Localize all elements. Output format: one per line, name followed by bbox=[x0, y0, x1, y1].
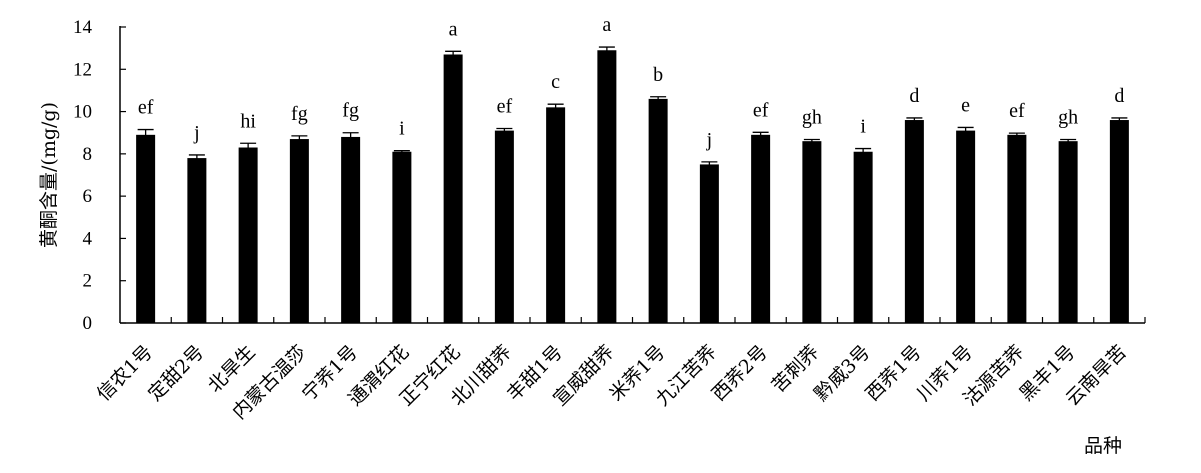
y-tick-label: 10 bbox=[73, 102, 92, 123]
y-tick-label: 2 bbox=[83, 271, 93, 292]
bar bbox=[853, 151, 873, 323]
significance-letter: fg bbox=[291, 103, 308, 125]
significance-letter: i bbox=[860, 116, 866, 138]
bar bbox=[136, 134, 156, 323]
y-tick-label: 12 bbox=[73, 59, 92, 80]
significance-letter: a bbox=[449, 18, 458, 40]
bar bbox=[1007, 134, 1027, 323]
y-tick-label: 4 bbox=[83, 228, 93, 249]
y-axis-title: 黄酮含量/(mg/g) bbox=[38, 102, 60, 248]
significance-letter: ef bbox=[497, 95, 513, 117]
bar bbox=[238, 147, 258, 323]
x-tick-label: 西荞2号 bbox=[708, 341, 772, 405]
bar bbox=[341, 136, 361, 323]
significance-letter: e bbox=[961, 94, 970, 116]
significance-letter: gh bbox=[802, 106, 822, 128]
y-tick-label: 0 bbox=[83, 313, 93, 334]
significance-letter: i bbox=[399, 118, 405, 140]
plot-area: 02468101214ef信农1号j定甜2号hi北旱生fg内蒙古温莎fg宁荞1号… bbox=[73, 14, 1146, 424]
significance-letter: a bbox=[602, 14, 611, 36]
significance-letter: j bbox=[706, 129, 713, 151]
bar bbox=[648, 98, 668, 323]
x-tick-label: 定甜2号 bbox=[144, 341, 208, 405]
significance-letter: d bbox=[1114, 85, 1124, 107]
significance-letter: fg bbox=[342, 100, 359, 122]
x-tick-label: 黔威3号 bbox=[810, 341, 874, 405]
bar bbox=[699, 164, 719, 323]
x-tick-label: 西荞1号 bbox=[861, 341, 925, 405]
bar bbox=[494, 130, 514, 323]
significance-letter: c bbox=[551, 71, 560, 93]
significance-letter: ef bbox=[753, 99, 769, 121]
bar bbox=[597, 50, 617, 323]
bar bbox=[392, 151, 412, 323]
bar bbox=[751, 134, 771, 323]
bar bbox=[802, 141, 822, 323]
significance-letter: b bbox=[653, 64, 663, 86]
bar bbox=[904, 120, 924, 324]
significance-letter: j bbox=[193, 122, 200, 144]
x-tick-label: 信农1号 bbox=[93, 341, 157, 405]
bar bbox=[546, 107, 566, 323]
bar bbox=[1109, 120, 1129, 324]
significance-letter: ef bbox=[1009, 100, 1025, 122]
bar bbox=[956, 130, 976, 323]
y-tick-label: 14 bbox=[73, 17, 93, 38]
bar bbox=[1058, 141, 1078, 323]
bar bbox=[443, 54, 463, 323]
significance-letter: gh bbox=[1058, 106, 1078, 128]
y-tick-label: 8 bbox=[83, 144, 93, 165]
bar bbox=[289, 139, 309, 323]
significance-letter: d bbox=[909, 85, 919, 107]
significance-letter: hi bbox=[240, 110, 256, 132]
x-axis-title: 品种 bbox=[1084, 435, 1122, 457]
bar bbox=[187, 158, 207, 323]
y-tick-label: 6 bbox=[83, 186, 93, 207]
significance-letter: ef bbox=[138, 97, 154, 119]
